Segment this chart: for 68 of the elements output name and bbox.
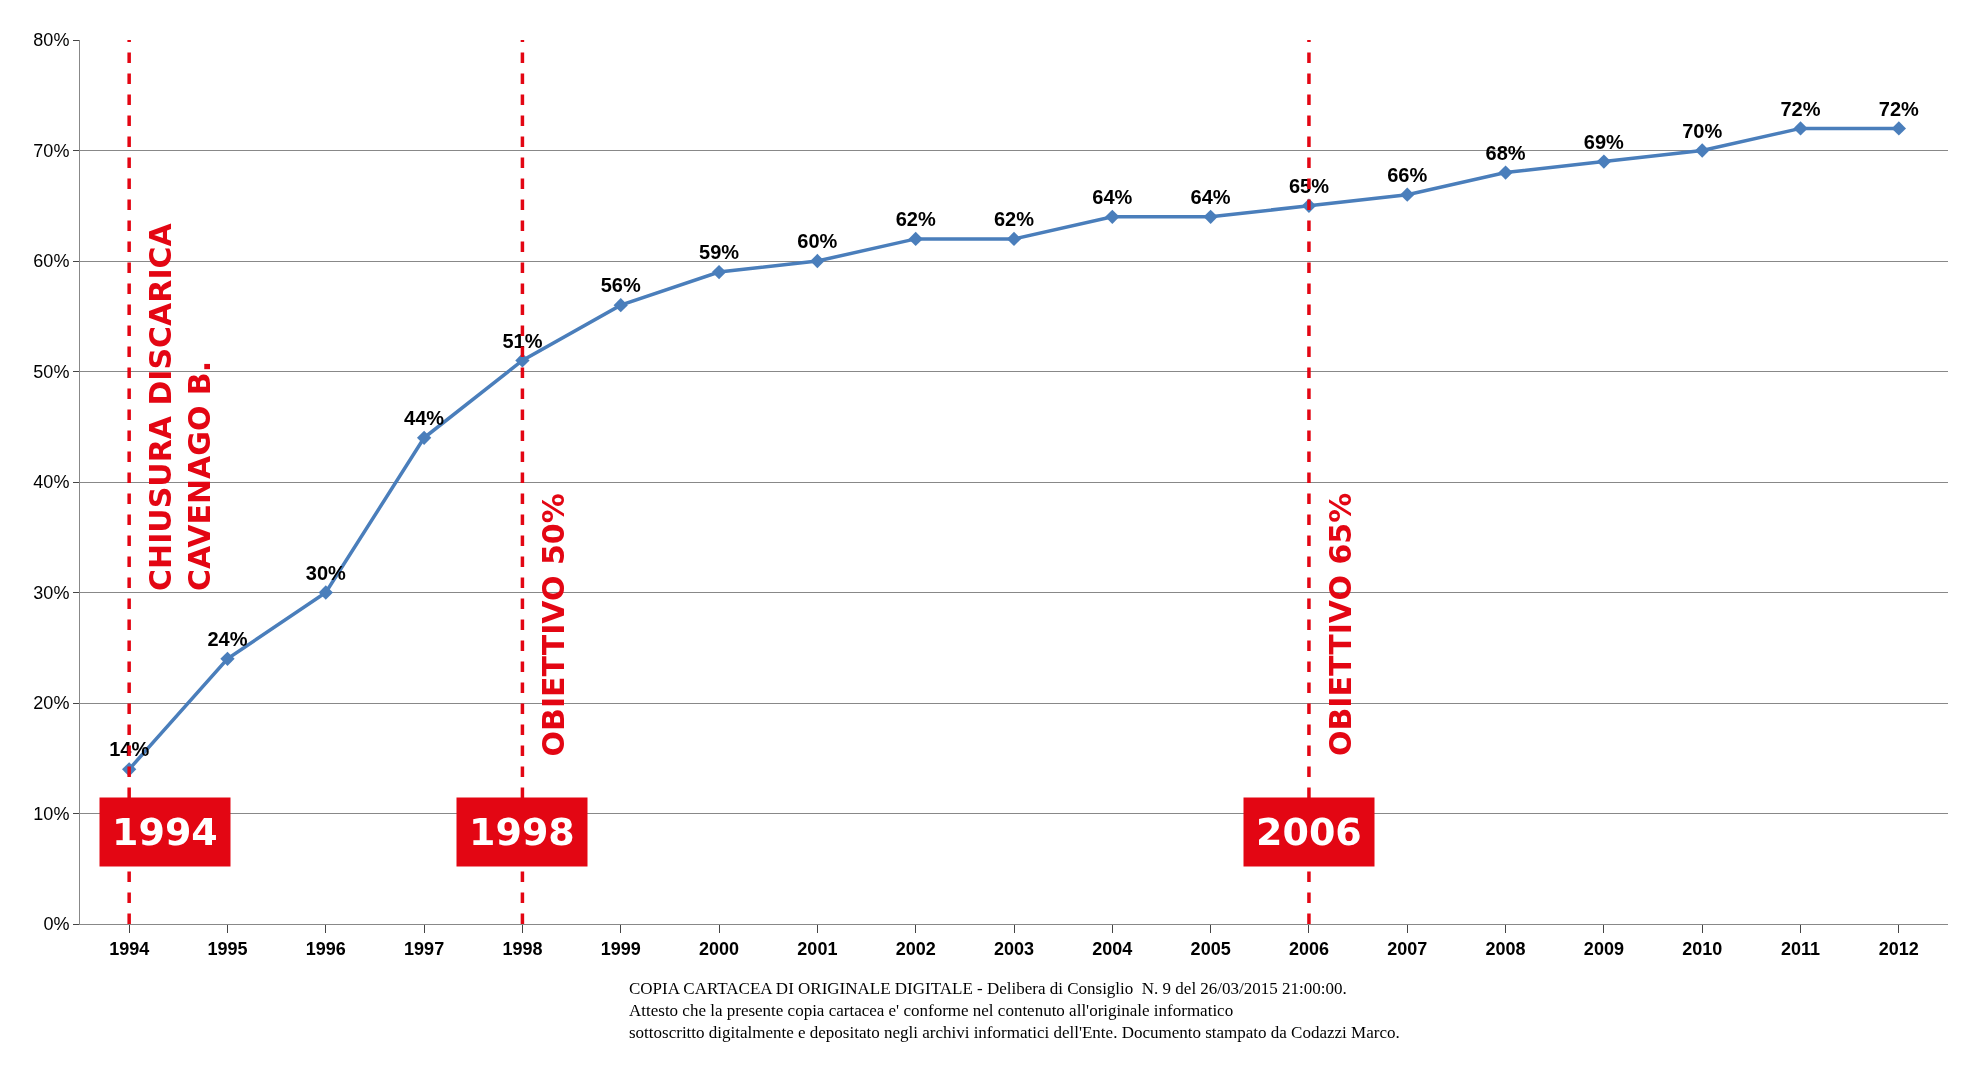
x-tick-label: 2007 bbox=[1387, 938, 1428, 959]
point bbox=[1006, 231, 1022, 247]
point bbox=[220, 651, 235, 666]
ref-line-label: OBIETTIVO 65% bbox=[1322, 492, 1358, 756]
point bbox=[1793, 121, 1808, 136]
x-tick-label: 2002 bbox=[895, 938, 936, 959]
data-label: 69% bbox=[1583, 130, 1625, 153]
x-tick-label: 2006 bbox=[1288, 938, 1329, 959]
ref-line-label: CHIUSURA DISCARICA CAVENAGO B. bbox=[142, 222, 217, 591]
point bbox=[613, 298, 628, 313]
text: COPIA CARTACEA DI ORIGINALE DIGITALE - Delibera di Consiglio N. 9 del 26/03/2015 21:00:00. Attesto che la presente copia cartacea e' conforme nel contenuto all'originale informatico sottoscritto digitalmente e depositato negli archivi informatici dell'Ente. Documento stampato da Codazzi Marco. bbox=[629, 979, 1400, 1043]
data-label: 51% bbox=[502, 329, 543, 352]
point bbox=[711, 264, 727, 280]
x-tick-label: 1994 bbox=[109, 938, 150, 959]
x-tick-label: 1996 bbox=[305, 938, 346, 959]
data-label: 60% bbox=[797, 230, 838, 253]
point bbox=[1596, 154, 1612, 169]
annotation: 1998 bbox=[469, 810, 575, 854]
point bbox=[1203, 209, 1218, 224]
point bbox=[1400, 187, 1415, 202]
data-label: 68% bbox=[1485, 141, 1526, 164]
x-tick-label: 2000 bbox=[699, 938, 740, 959]
x-tick-label: 2011 bbox=[1781, 938, 1821, 959]
point bbox=[515, 353, 530, 368]
data-label: 24% bbox=[207, 627, 248, 650]
data-label: 66% bbox=[1387, 163, 1428, 186]
x-tick-label: 1995 bbox=[207, 938, 248, 959]
ref-line-label: OBIETTIVO 50% bbox=[535, 493, 571, 757]
x-tick-label: 2009 bbox=[1583, 938, 1624, 959]
data-label: 70% bbox=[1682, 119, 1723, 142]
y-tick-label: 40% bbox=[33, 472, 70, 493]
data-label: 56% bbox=[600, 274, 641, 297]
x-tick-label: 2001 bbox=[797, 938, 838, 959]
x-tick-label: 2012 bbox=[1878, 938, 1919, 959]
x-tick-label: 1998 bbox=[502, 938, 543, 959]
point bbox=[1498, 165, 1513, 180]
point bbox=[1105, 209, 1120, 224]
y-tick-label: 60% bbox=[33, 251, 70, 272]
data-label: 62% bbox=[993, 208, 1035, 231]
data-label: 72% bbox=[1780, 97, 1821, 120]
data-label: 62% bbox=[895, 208, 936, 231]
y-tick-label: 50% bbox=[33, 361, 70, 382]
y-tick-label: 10% bbox=[33, 803, 70, 824]
data-label: 44% bbox=[404, 406, 445, 429]
x-tick-label: 2005 bbox=[1190, 938, 1231, 959]
y-tick-label: 20% bbox=[33, 693, 70, 714]
point bbox=[1695, 143, 1710, 158]
point bbox=[908, 231, 923, 247]
y-tick-label: 30% bbox=[33, 582, 70, 603]
data-label: 59% bbox=[699, 241, 740, 264]
point bbox=[1891, 121, 1906, 136]
data-label: 64% bbox=[1190, 185, 1231, 208]
y-tick-label: 80% bbox=[33, 30, 70, 51]
x-tick-label: 1999 bbox=[600, 938, 641, 959]
x-tick-label: 2008 bbox=[1485, 938, 1526, 959]
data-label: 72% bbox=[1878, 97, 1920, 120]
y-tick-label: 0% bbox=[43, 914, 70, 935]
annotation: 1994 bbox=[112, 810, 218, 854]
x-tick-label: 1997 bbox=[404, 938, 445, 959]
x-tick-label: 2010 bbox=[1682, 938, 1723, 959]
data-label: 64% bbox=[1092, 185, 1133, 208]
point bbox=[810, 253, 825, 269]
point bbox=[318, 585, 333, 600]
y-tick-label: 70% bbox=[33, 140, 70, 161]
x-tick-label: 2003 bbox=[993, 938, 1035, 959]
point bbox=[416, 430, 432, 445]
annotation: 2006 bbox=[1256, 810, 1362, 854]
x-tick-label: 2004 bbox=[1092, 938, 1133, 959]
